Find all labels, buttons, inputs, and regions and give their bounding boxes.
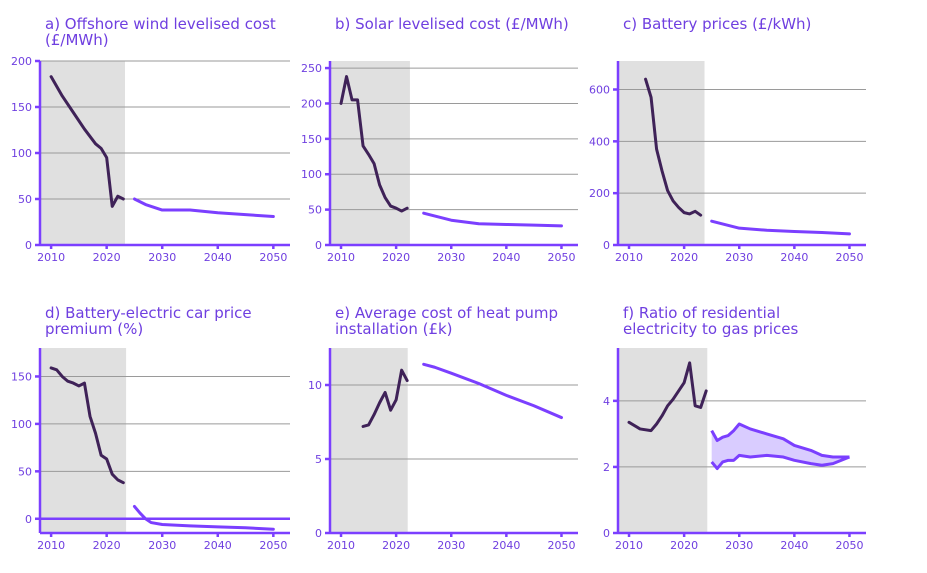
panel-d-title-line-2: premium (%) xyxy=(45,320,143,338)
panel-d-ytick-label-50: 50 xyxy=(18,465,32,478)
panel-e-title-line-2: installation (£k) xyxy=(335,320,453,338)
panel-f-ytick-label-2: 2 xyxy=(603,461,610,474)
panel-f-projection-upper-line xyxy=(710,422,850,459)
panel-f-xtick-label-2020: 2020 xyxy=(670,539,698,552)
panel-c-historical-line xyxy=(644,77,703,217)
panel-b-ytick-label-50: 50 xyxy=(308,204,322,217)
panel-f-projection-lower-line xyxy=(710,453,851,471)
panel-d-projection-line xyxy=(132,504,275,531)
panel-a-ytick-label-100: 100 xyxy=(11,147,32,160)
panel-f-xtick-label-2030: 2030 xyxy=(725,539,753,552)
panel-a-xtick-label-2020: 2020 xyxy=(93,251,121,264)
panel-e-xtick-label-2050: 2050 xyxy=(547,539,575,552)
panel-d-xtick-label-2030: 2030 xyxy=(148,539,176,552)
panel-a-xtick-label-2030: 2030 xyxy=(148,251,176,264)
panel-c-xtick-label-2030: 2030 xyxy=(725,251,753,264)
panel-d-ytick-label-100: 100 xyxy=(11,418,32,431)
panel-c: c) Battery prices (£/kWh) 0 200 400 600 2010 2… xyxy=(589,15,866,264)
panel-e-xtick-label-2020: 2020 xyxy=(382,539,410,552)
panel-e-historical-shading xyxy=(330,348,408,533)
panel-f-title-line-2: electricity to gas prices xyxy=(623,320,798,338)
panel-f-ytick-label-0: 0 xyxy=(603,527,610,540)
panel-c-ytick-label-400: 400 xyxy=(589,135,610,148)
panel-e-xtick-label-2010: 2010 xyxy=(327,539,355,552)
panel-e-ytick-label-0: 0 xyxy=(315,527,322,540)
panel-b-ytick-label-100: 100 xyxy=(301,168,322,181)
panel-f-projection-band xyxy=(711,423,850,469)
panel-c-xtick-label-2010: 2010 xyxy=(615,251,643,264)
panel-c-xtick-label-2050: 2050 xyxy=(835,251,863,264)
panel-e-xtick-label-2030: 2030 xyxy=(437,539,465,552)
panel-b: b) Solar levelised cost (£/MWh) 0 50 100 150… xyxy=(301,15,578,264)
panel-c-projection-line xyxy=(710,219,851,236)
panel-a-xtick-label-2040: 2040 xyxy=(204,251,232,264)
panel-b-ytick-label-150: 150 xyxy=(301,133,322,146)
panel-c-ytick-label-200: 200 xyxy=(589,187,610,200)
panel-a-xtick-label-2010: 2010 xyxy=(37,251,65,264)
panel-a-historical-line xyxy=(49,75,125,208)
panel-b-xtick-label-2010: 2010 xyxy=(327,251,355,264)
panel-a-ytick-label-50: 50 xyxy=(18,193,32,206)
panel-b-projection-line xyxy=(422,211,563,228)
panel-b-ytick-label-200: 200 xyxy=(301,97,322,110)
panel-a-ytick-label-150: 150 xyxy=(11,101,32,114)
panel-d-xtick-label-2020: 2020 xyxy=(93,539,121,552)
panel-b-ytick-label-0: 0 xyxy=(315,239,322,252)
panel-c-ytick-label-600: 600 xyxy=(589,84,610,97)
panel-f-title-line-1: f) Ratio of residential xyxy=(623,304,780,322)
panel-e-title-line-1: e) Average cost of heat pump xyxy=(335,304,558,322)
panel-b-title-line-1: b) Solar levelised cost (£/MWh) xyxy=(335,15,569,33)
panel-e: e) Average cost of heat pumpinstallation… xyxy=(308,304,578,552)
panel-d-xtick-label-2050: 2050 xyxy=(259,539,287,552)
panel-a-xtick-label-2050: 2050 xyxy=(259,251,287,264)
panel-d-ytick-label-150: 150 xyxy=(11,370,32,383)
panel-b-ytick-label-250: 250 xyxy=(301,62,322,75)
panel-c-ytick-label-0: 0 xyxy=(603,239,610,252)
panel-f-xtick-label-2010: 2010 xyxy=(615,539,643,552)
panel-b-historical-shading xyxy=(330,61,410,245)
panel-d-title-line-1: d) Battery-electric car price xyxy=(45,304,252,322)
panel-e-xtick-label-2040: 2040 xyxy=(492,539,520,552)
panel-c-xtick-label-2020: 2020 xyxy=(670,251,698,264)
panel-c-historical-shading xyxy=(618,61,705,245)
panel-b-xtick-label-2030: 2030 xyxy=(437,251,465,264)
panel-e-projection-line xyxy=(422,362,563,420)
panel-b-xtick-label-2050: 2050 xyxy=(547,251,575,264)
panel-f-xtick-label-2050: 2050 xyxy=(835,539,863,552)
panel-d-ytick-label-0: 0 xyxy=(25,513,32,526)
panel-e-historical-line xyxy=(361,368,409,428)
panel-c-title-line-1: c) Battery prices (£/kWh) xyxy=(623,15,811,33)
panel-f-xtick-label-2040: 2040 xyxy=(780,539,808,552)
panel-c-xtick-label-2040: 2040 xyxy=(780,251,808,264)
panel-f-ytick-label-4: 4 xyxy=(603,395,610,408)
panel-d-historical-shading xyxy=(40,348,127,533)
panel-f-historical-shading xyxy=(618,348,708,533)
panel-d-xtick-label-2010: 2010 xyxy=(37,539,65,552)
panel-a-title-line-1: a) Offshore wind levelised cost xyxy=(45,15,276,33)
panel-e-ytick-label-5: 5 xyxy=(315,453,322,466)
panel-b-xtick-label-2020: 2020 xyxy=(382,251,410,264)
panel-a-title-line-2: (£/MWh) xyxy=(45,31,109,49)
panel-f-historical-line xyxy=(627,361,708,433)
panel-a-ytick-label-0: 0 xyxy=(25,239,32,252)
panel-e-ytick-label-10: 10 xyxy=(308,379,322,392)
panel-d-xtick-label-2040: 2040 xyxy=(204,539,232,552)
panel-a-ytick-label-200: 200 xyxy=(11,55,32,68)
panel-d-historical-line xyxy=(49,366,125,485)
panel-b-historical-line xyxy=(339,75,409,213)
panel-a: a) Offshore wind levelised cost(£/MWh) 0 5… xyxy=(11,15,290,264)
panel-a-projection-line xyxy=(132,197,275,218)
panel-b-xtick-label-2040: 2040 xyxy=(492,251,520,264)
